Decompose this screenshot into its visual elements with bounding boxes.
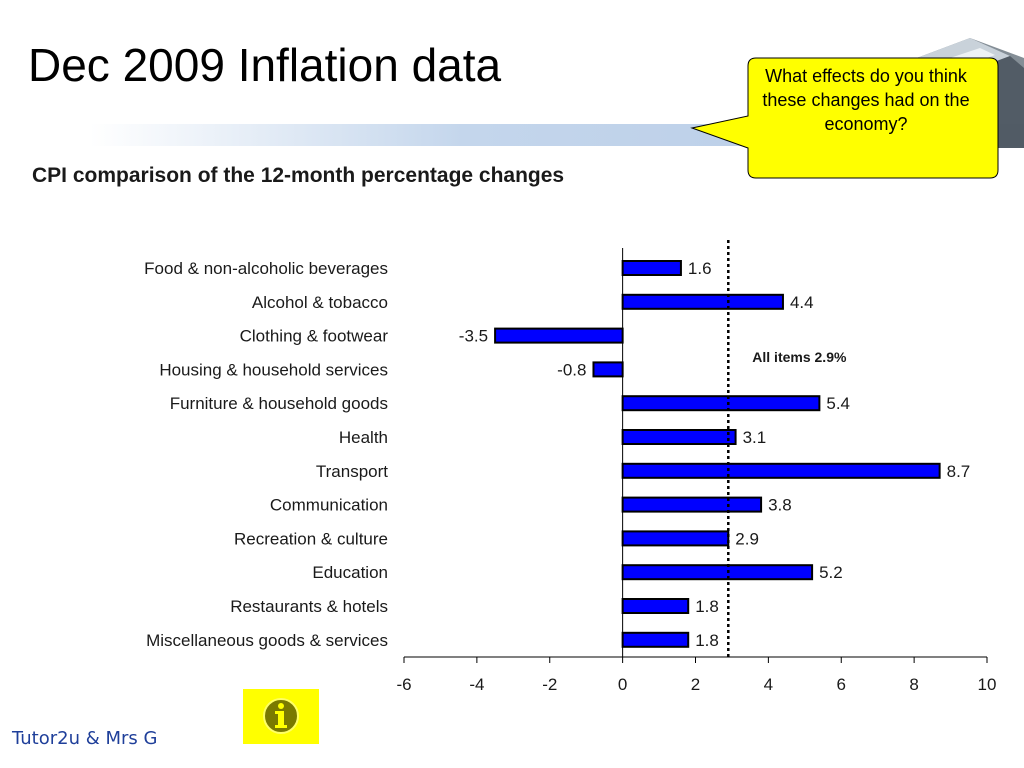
bar	[621, 631, 690, 648]
bar	[621, 530, 730, 547]
x-tick-label: 10	[978, 675, 997, 694]
category-label: Food & non-alcoholic beverages	[144, 259, 388, 278]
x-tick-label: -2	[542, 675, 557, 694]
bar	[592, 361, 624, 378]
category-label: Health	[339, 428, 388, 447]
data-label: 3.1	[743, 428, 767, 447]
category-label: Clothing & footwear	[240, 327, 389, 346]
chart-title: CPI comparison of the 12-month percentag…	[32, 164, 565, 187]
callout-shape	[690, 57, 999, 179]
category-label: Alcohol & tobacco	[252, 293, 388, 312]
data-label: 1.8	[695, 631, 719, 650]
category-label: Education	[312, 563, 388, 582]
data-label: 4.4	[790, 293, 814, 312]
category-label: Transport	[316, 462, 388, 481]
bar	[621, 395, 821, 412]
data-label: 3.8	[768, 496, 792, 515]
x-tick-label: -4	[469, 675, 484, 694]
x-tick-label: 6	[837, 675, 846, 694]
bar	[621, 293, 784, 310]
bar	[621, 598, 690, 614]
bar	[621, 564, 814, 581]
x-tick-label: 8	[909, 675, 918, 694]
bar	[621, 462, 941, 479]
x-tick-label: 0	[618, 675, 627, 694]
bar	[621, 496, 763, 513]
category-label: Miscellaneous goods & services	[146, 631, 388, 650]
category-label: Communication	[270, 496, 388, 515]
data-label: -0.8	[557, 360, 586, 379]
info-button[interactable]	[243, 689, 319, 744]
data-label: -3.5	[459, 327, 488, 346]
data-label: 2.9	[735, 529, 759, 548]
category-label: Restaurants & hotels	[230, 597, 388, 616]
x-tick-label: 2	[691, 675, 700, 694]
x-tick-label: 4	[764, 675, 773, 694]
callout-bubble	[690, 57, 999, 179]
data-label: 5.2	[819, 563, 843, 582]
slide-title: Dec 2009 Inflation data	[28, 39, 502, 91]
data-label: 5.4	[826, 394, 850, 413]
reference-line-label: All items 2.9%	[752, 349, 847, 365]
category-label: Recreation & culture	[234, 529, 388, 548]
info-icon[interactable]	[243, 689, 319, 744]
category-label: Furniture & household goods	[170, 394, 388, 413]
data-label: 1.8	[695, 597, 719, 616]
footer-credit: Tutor2u & Mrs G	[12, 728, 158, 749]
callout-text: What effects do you think these changes …	[762, 66, 970, 134]
bar	[621, 260, 682, 276]
bar	[494, 327, 624, 344]
category-label: Housing & household services	[159, 360, 388, 379]
x-tick-label: -6	[396, 675, 411, 694]
bar	[621, 429, 737, 445]
data-label: 1.6	[688, 259, 712, 278]
data-label: 8.7	[947, 462, 971, 481]
